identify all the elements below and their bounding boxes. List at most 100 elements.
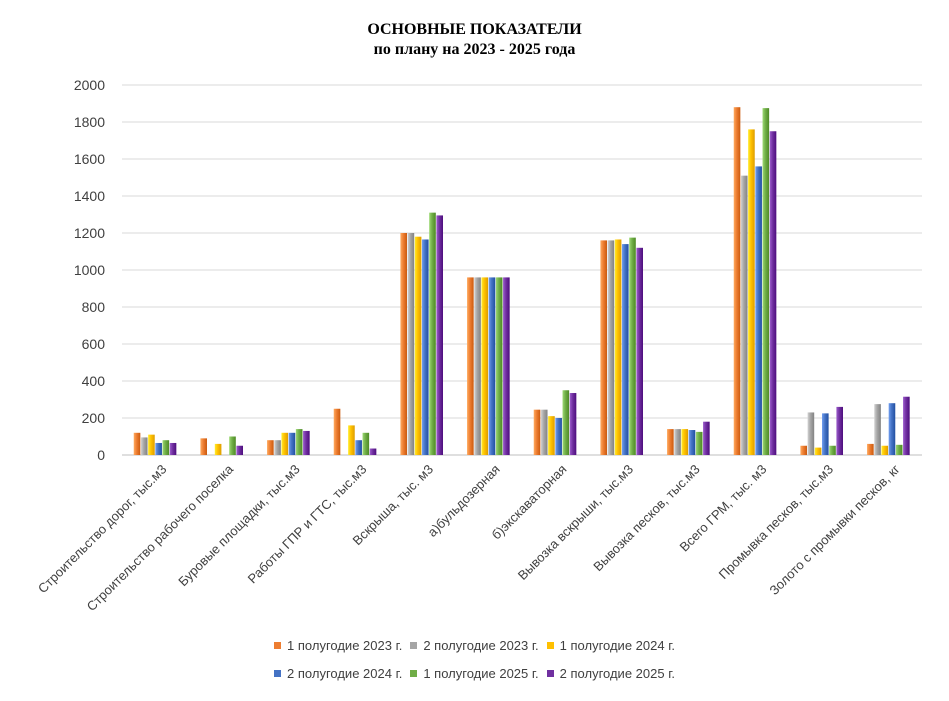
y-tick-label: 800 <box>82 299 106 315</box>
y-tick-label: 1800 <box>74 114 105 130</box>
legend-label: 2 полугодие 2023 г. <box>423 638 539 653</box>
y-tick-label: 1200 <box>74 225 105 241</box>
bar <box>503 277 510 455</box>
bar <box>867 443 874 455</box>
legend-item: 1 полугодие 2023 г. <box>274 638 402 653</box>
legend-label: 1 полугодие 2024 г. <box>559 638 675 653</box>
bar <box>162 440 170 455</box>
grid-lines <box>122 84 922 456</box>
bar <box>874 404 881 455</box>
x-tick-label: Промывка песков, тыс.м3 <box>716 462 836 582</box>
bar <box>281 432 289 455</box>
legend-label: 1 полугодие 2025 г. <box>423 666 539 681</box>
y-tick-label: 600 <box>82 336 106 352</box>
legend-label: 1 полугодие 2023 г. <box>287 638 403 653</box>
bar <box>607 240 615 455</box>
y-tick-label: 2000 <box>74 77 105 93</box>
bar <box>236 445 243 455</box>
bar <box>762 108 770 455</box>
bar <box>407 233 415 455</box>
bar <box>667 429 674 455</box>
bar <box>400 233 407 455</box>
bar <box>467 277 474 455</box>
bar <box>333 408 341 455</box>
y-axis-ticks: 0 200 400 600 800 1000 1200 1400 1600 1800 2000 <box>74 77 105 463</box>
bar <box>303 430 310 455</box>
x-tick-label: Строительство рабочего поселка <box>84 461 237 614</box>
legend-swatch <box>546 642 554 649</box>
bar <box>829 445 836 455</box>
bar <box>807 412 815 455</box>
bar <box>695 431 703 455</box>
bar <box>274 440 281 455</box>
bar <box>674 429 681 455</box>
legend-swatch <box>410 642 418 649</box>
bar <box>414 236 422 455</box>
x-tick-label: Работы ГПР и ГТС, тыс.м3 <box>245 462 370 587</box>
bar <box>814 447 822 455</box>
bar <box>614 239 622 455</box>
bar <box>474 277 481 455</box>
bar <box>903 396 910 455</box>
x-tick-label: Вывозка вскрыши, тыс.м3 <box>515 462 636 583</box>
bar <box>267 440 274 455</box>
legend-label: 2 полугодие 2025 г. <box>559 666 675 681</box>
bar <box>133 432 141 455</box>
bar <box>755 166 762 455</box>
legend-item: 1 полугодие 2025 г. <box>410 666 539 681</box>
bar <box>688 430 696 455</box>
legend-swatch <box>274 670 282 677</box>
bar <box>740 175 748 455</box>
legend-swatch <box>410 670 418 677</box>
bar <box>888 403 896 455</box>
bar <box>488 277 496 455</box>
bar <box>769 131 777 455</box>
legend-swatch <box>546 670 554 677</box>
legend-swatch <box>274 642 282 649</box>
y-tick-label: 1400 <box>74 188 105 204</box>
bar <box>836 406 843 455</box>
bar <box>288 432 296 455</box>
bar <box>569 393 577 455</box>
bar <box>214 443 222 455</box>
bar <box>681 429 689 455</box>
bar <box>140 437 148 455</box>
bar <box>600 240 607 455</box>
bar <box>533 409 541 455</box>
x-axis-ticks: Строительство дорог, тыс.м3Строительство… <box>35 461 903 614</box>
bar <box>422 239 429 455</box>
x-tick-label: Золото с промывки песков, кг <box>766 461 903 598</box>
x-tick-label: Буровые площадки, тыс.м3 <box>175 462 303 590</box>
bar <box>229 436 236 455</box>
bar <box>881 445 889 455</box>
bar <box>355 440 362 455</box>
bar <box>369 448 377 455</box>
legend-item: 2 полугодие 2023 г. <box>410 638 539 653</box>
bar <box>622 244 629 455</box>
legend-item: 1 полугодие 2024 г. <box>546 638 675 653</box>
legend-row-2: 2 полугодие 2024 г. 1 полугодие 2025 г. 2 … <box>0 666 949 681</box>
chart-title-line-1: ОСНОВНЫЕ ПОКАЗАТЕЛИ <box>367 21 582 38</box>
bar <box>200 438 207 455</box>
bar <box>733 107 741 455</box>
bar <box>436 215 443 455</box>
bar <box>295 429 303 455</box>
bar <box>548 416 555 455</box>
y-tick-label: 200 <box>82 410 106 426</box>
bars <box>133 107 910 455</box>
bar <box>429 212 436 455</box>
y-tick-label: 400 <box>82 373 106 389</box>
bar <box>629 237 636 455</box>
x-tick-label: Вывозка песков, тыс.м3 <box>590 462 703 575</box>
y-tick-label: 1000 <box>74 262 105 278</box>
bar <box>800 445 807 455</box>
bar <box>148 434 155 455</box>
bar <box>748 129 755 455</box>
bar <box>169 442 177 455</box>
bar <box>895 444 903 455</box>
x-tick-label: Строительство дорог, тыс.м3 <box>35 462 170 597</box>
bar <box>481 277 489 455</box>
bar <box>362 432 370 455</box>
bar <box>703 421 710 455</box>
